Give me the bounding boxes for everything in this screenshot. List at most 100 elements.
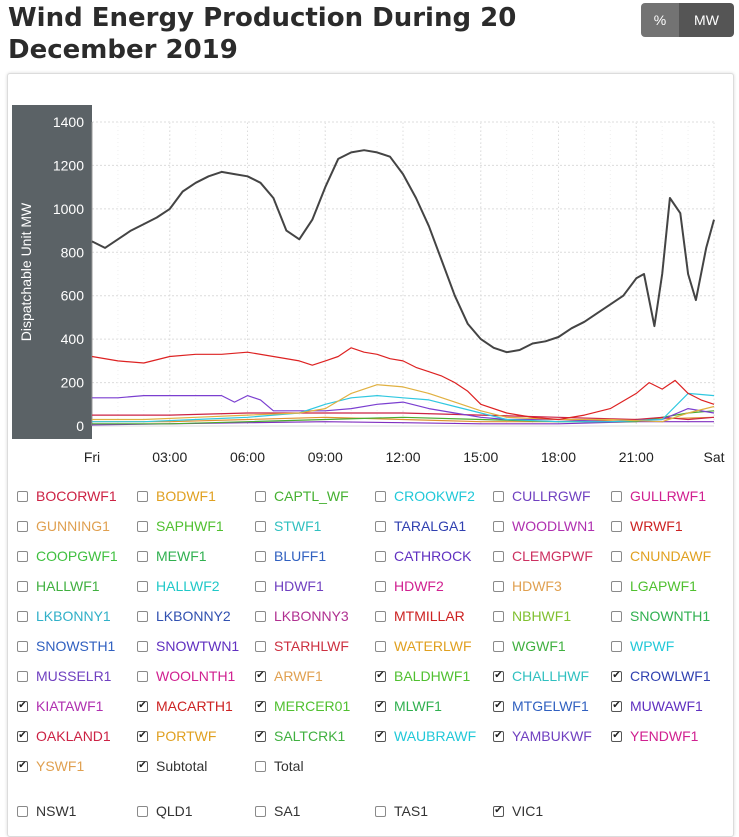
checkbox-musselr1[interactable]: MUSSELR1	[17, 665, 111, 687]
checkbox-waubrawf[interactable]: ✔ WAUBRAWF	[375, 725, 476, 747]
checkbox-box[interactable]	[375, 520, 386, 532]
checkbox-macarth1[interactable]: ✔ MACARTH1	[137, 695, 233, 717]
checkbox-box[interactable]	[17, 520, 28, 532]
checkbox-box[interactable]: ✔	[255, 730, 266, 742]
checkbox-clemgpwf[interactable]: CLEMGPWF	[493, 545, 593, 567]
checkbox-yswf1[interactable]: ✔ YSWF1	[17, 755, 84, 777]
checkbox-box[interactable]: ✔	[17, 760, 28, 772]
checkbox-box[interactable]	[17, 610, 28, 622]
checkbox-crookwf2[interactable]: CROOKWF2	[375, 485, 475, 507]
checkbox-taralga1[interactable]: TARALGA1	[375, 515, 466, 537]
checkbox-box[interactable]	[375, 580, 386, 592]
checkbox-cathrock[interactable]: CATHROCK	[375, 545, 472, 567]
checkbox-box[interactable]	[375, 610, 386, 622]
checkbox-cnundawf[interactable]: CNUNDAWF	[611, 545, 711, 567]
checkbox-qld1[interactable]: QLD1	[137, 800, 193, 822]
checkbox-oakland1[interactable]: ✔ OAKLAND1	[17, 725, 111, 747]
checkbox-box[interactable]	[611, 580, 622, 592]
mw-button[interactable]: MW	[679, 3, 734, 37]
checkbox-woolnth1[interactable]: WOOLNTH1	[137, 665, 235, 687]
checkbox-wpwf[interactable]: WPWF	[611, 635, 674, 657]
checkbox-box[interactable]: ✔	[611, 670, 622, 682]
checkbox-box[interactable]: ✔	[255, 670, 266, 682]
checkbox-box[interactable]	[611, 550, 622, 562]
checkbox-box[interactable]: ✔	[255, 700, 266, 712]
checkbox-box[interactable]	[17, 490, 28, 502]
checkbox-challhwf[interactable]: ✔ CHALLHWF	[493, 665, 589, 687]
percent-button[interactable]: %	[641, 3, 679, 37]
checkbox-box[interactable]: ✔	[137, 700, 148, 712]
checkbox-box[interactable]: ✔	[493, 730, 504, 742]
checkbox-subtotal[interactable]: ✔ Subtotal	[137, 755, 207, 777]
checkbox-box[interactable]	[611, 520, 622, 532]
checkbox-box[interactable]	[17, 640, 28, 652]
checkbox-box[interactable]: ✔	[375, 700, 386, 712]
checkbox-box[interactable]	[255, 490, 266, 502]
checkbox-box[interactable]	[375, 640, 386, 652]
checkbox-portwf[interactable]: ✔ PORTWF	[137, 725, 216, 747]
checkbox-captl_wf[interactable]: CAPTL_WF	[255, 485, 349, 507]
checkbox-crowlwf1[interactable]: ✔ CROWLWF1	[611, 665, 711, 687]
checkbox-gunning1[interactable]: GUNNING1	[17, 515, 110, 537]
checkbox-box[interactable]	[255, 580, 266, 592]
checkbox-hdwf1[interactable]: HDWF1	[255, 575, 324, 597]
checkbox-woodlwn1[interactable]: WOODLWN1	[493, 515, 595, 537]
checkbox-box[interactable]	[493, 550, 504, 562]
checkbox-box[interactable]	[137, 520, 148, 532]
checkbox-hallwf2[interactable]: HALLWF2	[137, 575, 220, 597]
checkbox-wgwf1[interactable]: WGWF1	[493, 635, 566, 657]
checkbox-box[interactable]	[611, 610, 622, 622]
checkbox-box[interactable]	[137, 640, 148, 652]
checkbox-starhlwf[interactable]: STARHLWF	[255, 635, 349, 657]
checkbox-box[interactable]	[255, 760, 266, 772]
checkbox-snownth1[interactable]: SNOWNTH1	[611, 605, 710, 627]
checkbox-muwawf1[interactable]: ✔ MUWAWF1	[611, 695, 703, 717]
checkbox-wrwf1[interactable]: WRWF1	[611, 515, 683, 537]
checkbox-box[interactable]: ✔	[137, 760, 148, 772]
checkbox-hallwf1[interactable]: HALLWF1	[17, 575, 100, 597]
checkbox-lkbonny3[interactable]: LKBONNY3	[255, 605, 349, 627]
checkbox-bluff1[interactable]: BLUFF1	[255, 545, 326, 567]
checkbox-snowsth1[interactable]: SNOWSTH1	[17, 635, 115, 657]
checkbox-hdwf2[interactable]: HDWF2	[375, 575, 444, 597]
checkbox-box[interactable]	[375, 805, 386, 817]
checkbox-box[interactable]	[611, 490, 622, 502]
checkbox-lkbonny2[interactable]: LKBONNY2	[137, 605, 231, 627]
checkbox-cullrgwf[interactable]: CULLRGWF	[493, 485, 591, 507]
checkbox-box[interactable]: ✔	[137, 730, 148, 742]
checkbox-box[interactable]	[375, 550, 386, 562]
checkbox-box[interactable]	[255, 520, 266, 532]
checkbox-box[interactable]: ✔	[611, 730, 622, 742]
checkbox-box[interactable]: ✔	[493, 805, 504, 817]
checkbox-box[interactable]	[137, 805, 148, 817]
checkbox-box[interactable]: ✔	[375, 670, 386, 682]
checkbox-snowtwn1[interactable]: SNOWTWN1	[137, 635, 239, 657]
checkbox-mlwf1[interactable]: ✔ MLWF1	[375, 695, 442, 717]
checkbox-box[interactable]: ✔	[17, 700, 28, 712]
checkbox-mtgelwf1[interactable]: ✔ MTGELWF1	[493, 695, 589, 717]
checkbox-waterlwf[interactable]: WATERLWF	[375, 635, 472, 657]
checkbox-box[interactable]	[493, 640, 504, 652]
checkbox-box[interactable]	[255, 640, 266, 652]
checkbox-saltcrk1[interactable]: ✔ SALTCRK1	[255, 725, 345, 747]
checkbox-box[interactable]	[493, 520, 504, 532]
checkbox-box[interactable]	[493, 610, 504, 622]
checkbox-box[interactable]	[137, 490, 148, 502]
checkbox-box[interactable]: ✔	[17, 730, 28, 742]
checkbox-lkbonny1[interactable]: LKBONNY1	[17, 605, 111, 627]
checkbox-box[interactable]	[17, 805, 28, 817]
checkbox-bocorwf1[interactable]: BOCORWF1	[17, 485, 117, 507]
checkbox-box[interactable]	[493, 580, 504, 592]
checkbox-yendwf1[interactable]: ✔ YENDWF1	[611, 725, 698, 747]
checkbox-box[interactable]: ✔	[611, 700, 622, 712]
checkbox-nsw1[interactable]: NSW1	[17, 800, 76, 822]
checkbox-vic1[interactable]: ✔ VIC1	[493, 800, 543, 822]
checkbox-mercer01[interactable]: ✔ MERCER01	[255, 695, 350, 717]
checkbox-hdwf3[interactable]: HDWF3	[493, 575, 562, 597]
checkbox-box[interactable]	[137, 670, 148, 682]
checkbox-gullrwf1[interactable]: GULLRWF1	[611, 485, 706, 507]
checkbox-baldhwf1[interactable]: ✔ BALDHWF1	[375, 665, 470, 687]
checkbox-yambukwf[interactable]: ✔ YAMBUKWF	[493, 725, 592, 747]
checkbox-tas1[interactable]: TAS1	[375, 800, 428, 822]
checkbox-mtmillar[interactable]: MTMILLAR	[375, 605, 465, 627]
